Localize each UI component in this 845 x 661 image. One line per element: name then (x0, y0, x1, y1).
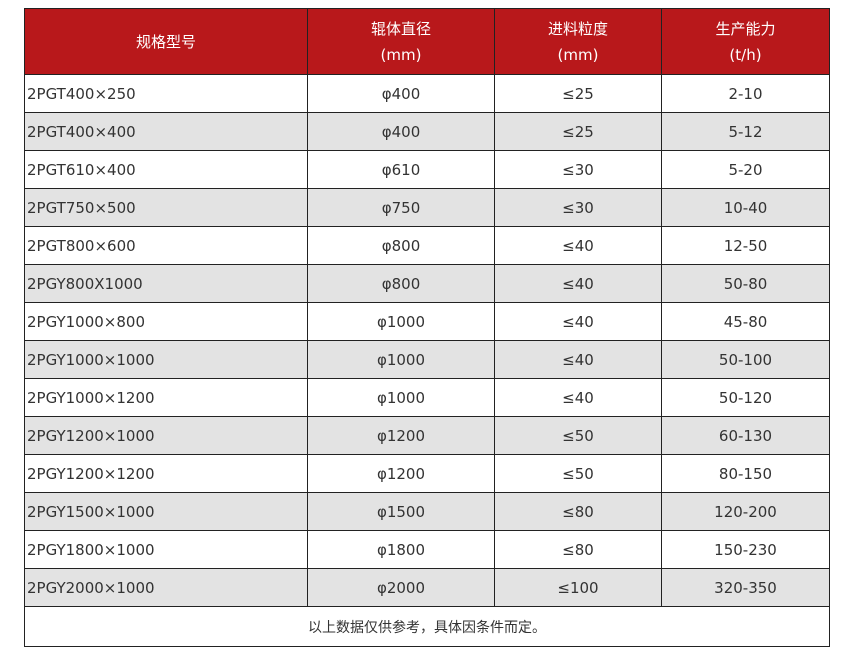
cell-capacity: 50-120 (661, 378, 830, 417)
header-title: 进料粒度 (547, 19, 608, 38)
cell-diameter: φ1200 (307, 416, 495, 455)
cell-feed-size: ≤40 (494, 378, 662, 417)
cell-capacity: 150-230 (661, 530, 830, 569)
cell-capacity: 5-20 (661, 150, 830, 189)
cell-feed-size: ≤80 (494, 530, 662, 569)
cell-model: 2PGT400×250 (24, 74, 308, 113)
cell-capacity: 50-80 (661, 264, 830, 303)
cell-capacity: 120-200 (661, 492, 830, 531)
cell-diameter: φ1500 (307, 492, 495, 531)
table-row: 2PGT750×500 φ750 ≤30 10-40 (24, 188, 830, 227)
cell-model: 2PGY1000×1200 (24, 378, 308, 417)
table-row: 2PGY1000×800 φ1000 ≤40 45-80 (24, 302, 830, 341)
cell-diameter: φ1200 (307, 454, 495, 493)
cell-capacity: 5-12 (661, 112, 830, 151)
header-diameter: 辊体直径 (mm) (307, 8, 495, 75)
header-unit: (mm) (380, 45, 422, 64)
table-row: 2PGY1000×1000 φ1000 ≤40 50-100 (24, 340, 830, 379)
cell-diameter: φ610 (307, 150, 495, 189)
cell-feed-size: ≤40 (494, 264, 662, 303)
header-feed-size: 进料粒度 (mm) (494, 8, 662, 75)
cell-capacity: 60-130 (661, 416, 830, 455)
table-row: 2PGY2000×1000 φ2000 ≤100 320-350 (24, 568, 830, 607)
specs-table: 规格型号 辊体直径 (mm) 进料粒度 (mm) 生产能力 (t/h) 2PGT400… (24, 8, 830, 647)
table-row: 2PGY1200×1000 φ1200 ≤50 60-130 (24, 416, 830, 455)
cell-diameter: φ1000 (307, 302, 495, 341)
cell-diameter: φ1000 (307, 340, 495, 379)
cell-model: 2PGT610×400 (24, 150, 308, 189)
cell-feed-size: ≤30 (494, 188, 662, 227)
table-row: 2PGT400×250 φ400 ≤25 2-10 (24, 74, 830, 113)
cell-capacity: 50-100 (661, 340, 830, 379)
table-row: 2PGT400×400 φ400 ≤25 5-12 (24, 112, 830, 151)
cell-model: 2PGT750×500 (24, 188, 308, 227)
cell-model: 2PGY2000×1000 (24, 568, 308, 607)
header-title: 规格型号 (135, 32, 196, 51)
cell-feed-size: ≤100 (494, 568, 662, 607)
cell-model: 2PGT400×400 (24, 112, 308, 151)
cell-feed-size: ≤40 (494, 340, 662, 379)
header-unit: (mm) (557, 45, 599, 64)
cell-feed-size: ≤25 (494, 74, 662, 113)
cell-feed-size: ≤40 (494, 226, 662, 265)
header-model: 规格型号 (24, 8, 308, 75)
table-row: 2PGY1200×1200 φ1200 ≤50 80-150 (24, 454, 830, 493)
table-row: 2PGY1800×1000 φ1800 ≤80 150-230 (24, 530, 830, 569)
cell-model: 2PGY1000×800 (24, 302, 308, 341)
cell-diameter: φ400 (307, 112, 495, 151)
cell-capacity: 10-40 (661, 188, 830, 227)
cell-capacity: 12-50 (661, 226, 830, 265)
table-row: 2PGT610×400 φ610 ≤30 5-20 (24, 150, 830, 189)
note-row: 以上数据仅供参考，具体因条件而定。 (24, 606, 830, 647)
table-row: 2PGY800X1000 φ800 ≤40 50-80 (24, 264, 830, 303)
cell-feed-size: ≤50 (494, 454, 662, 493)
header-capacity: 生产能力 (t/h) (661, 8, 830, 75)
cell-capacity: 320-350 (661, 568, 830, 607)
cell-feed-size: ≤80 (494, 492, 662, 531)
cell-feed-size: ≤30 (494, 150, 662, 189)
cell-model: 2PGY1800×1000 (24, 530, 308, 569)
table-row: 2PGY1500×1000 φ1500 ≤80 120-200 (24, 492, 830, 531)
cell-diameter: φ1000 (307, 378, 495, 417)
cell-feed-size: ≤40 (494, 302, 662, 341)
cell-diameter: φ800 (307, 226, 495, 265)
header-unit: (t/h) (729, 45, 762, 64)
cell-diameter: φ800 (307, 264, 495, 303)
note: 以上数据仅供参考，具体因条件而定。 (24, 606, 830, 647)
cell-model: 2PGY1000×1000 (24, 340, 308, 379)
cell-diameter: φ2000 (307, 568, 495, 607)
cell-diameter: φ750 (307, 188, 495, 227)
cell-model: 2PGY1200×1000 (24, 416, 308, 455)
header-row: 规格型号 辊体直径 (mm) 进料粒度 (mm) 生产能力 (t/h) (24, 8, 830, 75)
cell-capacity: 45-80 (661, 302, 830, 341)
cell-model: 2PGY800X1000 (24, 264, 308, 303)
cell-model: 2PGT800×600 (24, 226, 308, 265)
cell-model: 2PGY1500×1000 (24, 492, 308, 531)
table-row: 2PGY1000×1200 φ1000 ≤40 50-120 (24, 378, 830, 417)
cell-diameter: φ400 (307, 74, 495, 113)
cell-capacity: 80-150 (661, 454, 830, 493)
table-row: 2PGT800×600 φ800 ≤40 12-50 (24, 226, 830, 265)
cell-capacity: 2-10 (661, 74, 830, 113)
cell-feed-size: ≤50 (494, 416, 662, 455)
header-title: 生产能力 (715, 19, 776, 38)
cell-diameter: φ1800 (307, 530, 495, 569)
header-title: 辊体直径 (370, 19, 431, 38)
cell-model: 2PGY1200×1200 (24, 454, 308, 493)
cell-feed-size: ≤25 (494, 112, 662, 151)
